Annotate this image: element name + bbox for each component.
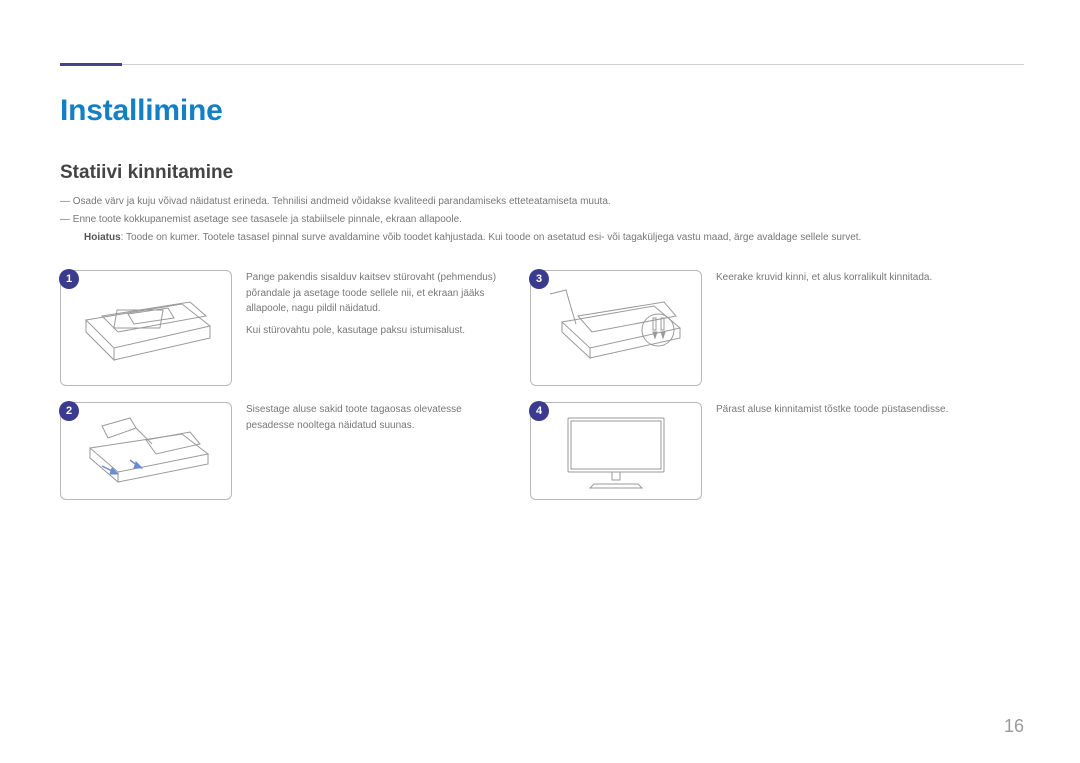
step-badge-1: 1	[59, 269, 79, 289]
step-1-figure: 1	[60, 270, 232, 386]
step-2-p1: Sisestage aluse sakid toote tagaosas ole…	[246, 402, 512, 433]
screw-fasten-icon	[542, 282, 690, 374]
step-4-figure: 4	[530, 402, 702, 500]
step-4-text: Pärast aluse kinnitamist tõstke toode pü…	[716, 402, 948, 424]
step-3-figure: 3	[530, 270, 702, 386]
step-2: 2	[60, 402, 512, 500]
note-1-text: Osade värv ja kuju võivad näidatust erin…	[73, 196, 611, 207]
monitor-upright-icon	[542, 410, 690, 492]
stand-insert-icon	[72, 410, 220, 492]
steps-col-left: 1 Pange pakendis sisalduv kaitsev	[60, 270, 512, 500]
step-badge-4: 4	[529, 401, 549, 421]
warning-line: Hoiatus: Toode on kumer. Tootele tasasel…	[84, 230, 1024, 246]
step-1-p2: Kui stürovahtu pole, kasutage paksu istu…	[246, 323, 512, 339]
step-4: 4 Pärast aluse kinnitamist tõstke toode …	[530, 402, 948, 500]
page-title: Installimine	[60, 94, 1024, 128]
step-2-text: Sisestage aluse sakid toote tagaosas ole…	[246, 402, 512, 439]
step-3: 3	[530, 270, 948, 386]
step-3-p1: Keerake kruvid kinni, et alus korralikul…	[716, 270, 932, 286]
header-accent	[60, 63, 122, 66]
note-line-2: ― Enne toote kokkupanemist asetage see t…	[72, 212, 1024, 228]
warning-label: Hoiatus	[84, 232, 121, 243]
steps-col-right: 3	[530, 270, 948, 500]
step-badge-3: 3	[529, 269, 549, 289]
step-2-figure: 2	[60, 402, 232, 500]
manual-page: Installimine Statiivi kinnitamine ― Osad…	[0, 0, 1080, 763]
step-badge-2: 2	[59, 401, 79, 421]
step-3-text: Keerake kruvid kinni, et alus korralikul…	[716, 270, 932, 292]
step-1: 1 Pange pakendis sisalduv kaitsev	[60, 270, 512, 386]
page-number: 16	[1004, 716, 1024, 737]
warning-text: : Toode on kumer. Tootele tasasel pinnal…	[121, 232, 862, 243]
header-rule	[60, 64, 1024, 65]
note-line-1: ― Osade värv ja kuju võivad näidatust er…	[72, 194, 1024, 210]
steps-container: 1 Pange pakendis sisalduv kaitsev	[60, 270, 1024, 500]
section-title: Statiivi kinnitamine	[60, 162, 1024, 184]
step-1-p1: Pange pakendis sisalduv kaitsev stürovah…	[246, 270, 512, 317]
note-2-text: Enne toote kokkupanemist asetage see tas…	[73, 214, 462, 225]
monitor-on-foam-icon	[72, 282, 220, 374]
step-1-text: Pange pakendis sisalduv kaitsev stürovah…	[246, 270, 512, 344]
step-4-p1: Pärast aluse kinnitamist tõstke toode pü…	[716, 402, 948, 418]
